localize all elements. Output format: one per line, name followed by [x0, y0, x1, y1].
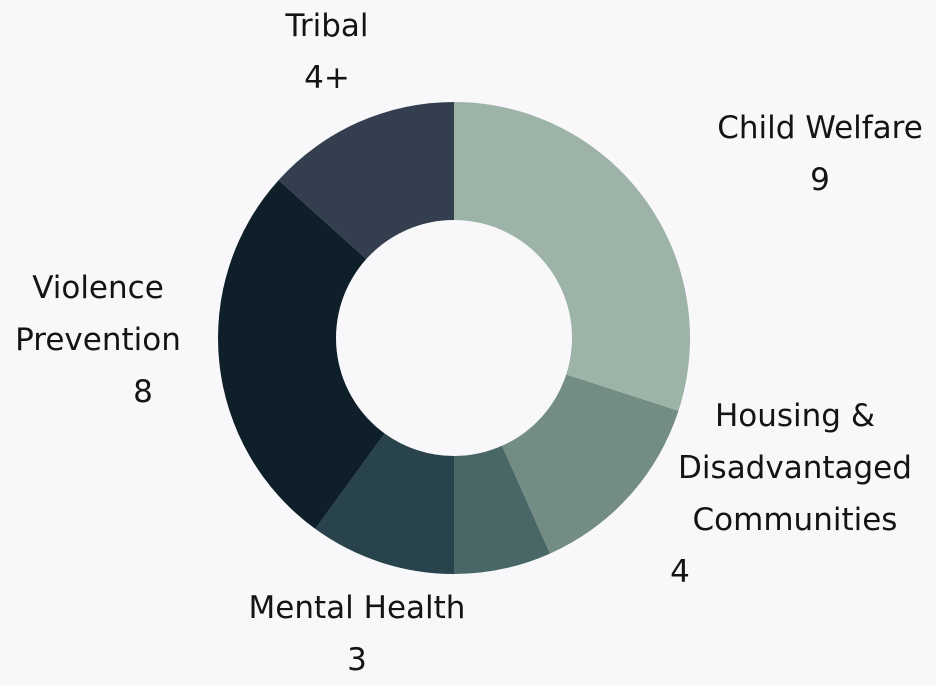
label-tribal-value: 4+ [304, 60, 350, 96]
label-child-welfare-name: Child Welfare [717, 110, 923, 146]
label-violence-prevention-line2: Prevention [15, 322, 181, 358]
slice-child-welfare-0 [454, 102, 690, 411]
label-tribal: Tribal 4+ [285, 0, 368, 104]
label-mental-health-value: 3 [347, 642, 367, 678]
slice-violence-prevention-4 [217, 180, 385, 529]
label-mental-health-name: Mental Health [248, 590, 466, 626]
slice-unlabeled-2 [454, 445, 550, 574]
label-violence-prevention-value: 8 [133, 374, 153, 410]
label-violence-prevention-line1: Violence [32, 270, 164, 306]
label-child-welfare-value: 9 [810, 162, 830, 198]
label-housing-line3: Communities [692, 502, 898, 538]
label-housing-line2: Disadvantaged [678, 450, 912, 486]
label-housing-value: 4 [670, 554, 690, 590]
label-child-welfare: Child Welfare 9 [717, 102, 923, 206]
slice-mental-health-3 [315, 433, 454, 574]
label-violence-prevention: Violence Prevention 8 [15, 262, 181, 418]
slice-housing-disadvantaged-communities-1 [501, 374, 679, 554]
label-housing-line1: Housing & [714, 398, 876, 434]
label-tribal-name: Tribal [285, 8, 369, 44]
label-mental-health: Mental Health 3 [249, 582, 466, 686]
slice-tribal-5 [278, 102, 454, 260]
label-housing: Housing & Disadvantaged Communities 4 [670, 390, 920, 598]
